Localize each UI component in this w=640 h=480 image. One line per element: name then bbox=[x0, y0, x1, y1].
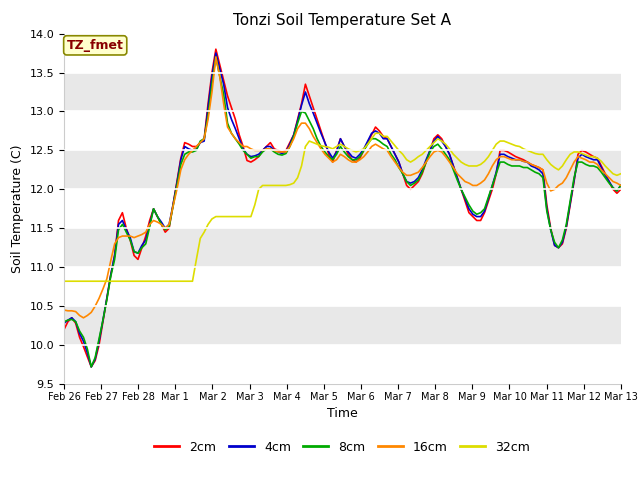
Text: TZ_fmet: TZ_fmet bbox=[67, 39, 124, 52]
16cm bbox=[212, 54, 220, 60]
Line: 8cm: 8cm bbox=[64, 57, 621, 367]
16cm bbox=[465, 180, 473, 186]
16cm bbox=[524, 159, 531, 165]
16cm bbox=[146, 221, 154, 227]
4cm bbox=[146, 221, 154, 227]
Bar bbox=[64, 111, 621, 150]
4cm bbox=[465, 206, 473, 212]
Line: 16cm: 16cm bbox=[64, 57, 621, 318]
16cm bbox=[617, 182, 625, 188]
32cm bbox=[461, 162, 469, 168]
2cm bbox=[146, 217, 154, 223]
Bar bbox=[64, 228, 621, 267]
8cm bbox=[617, 182, 625, 188]
32cm bbox=[60, 278, 68, 284]
2cm bbox=[60, 326, 68, 332]
32cm bbox=[512, 143, 520, 149]
32cm bbox=[99, 278, 107, 284]
Legend: 2cm, 4cm, 8cm, 16cm, 32cm: 2cm, 4cm, 8cm, 16cm, 32cm bbox=[150, 436, 535, 459]
8cm bbox=[465, 202, 473, 208]
32cm bbox=[142, 278, 150, 284]
Line: 2cm: 2cm bbox=[64, 49, 621, 367]
8cm bbox=[239, 147, 247, 153]
Line: 32cm: 32cm bbox=[64, 133, 621, 281]
8cm bbox=[524, 165, 531, 170]
Bar bbox=[64, 150, 621, 189]
16cm bbox=[79, 315, 87, 321]
8cm bbox=[516, 163, 524, 169]
32cm bbox=[232, 214, 239, 219]
2cm bbox=[617, 186, 625, 192]
X-axis label: Time: Time bbox=[327, 407, 358, 420]
4cm bbox=[239, 146, 247, 152]
4cm bbox=[88, 364, 95, 370]
8cm bbox=[60, 319, 68, 324]
2cm bbox=[465, 210, 473, 216]
32cm bbox=[617, 171, 625, 177]
Bar bbox=[64, 345, 621, 384]
Line: 4cm: 4cm bbox=[64, 53, 621, 367]
2cm bbox=[212, 46, 220, 52]
Bar bbox=[64, 34, 621, 72]
2cm bbox=[88, 364, 95, 370]
8cm bbox=[212, 54, 220, 60]
8cm bbox=[146, 224, 154, 229]
Bar bbox=[64, 72, 621, 111]
16cm bbox=[516, 157, 524, 163]
16cm bbox=[60, 307, 68, 313]
32cm bbox=[520, 146, 527, 152]
Y-axis label: Soil Temperature (C): Soil Temperature (C) bbox=[11, 144, 24, 273]
2cm bbox=[524, 159, 531, 165]
16cm bbox=[239, 144, 247, 149]
Bar bbox=[64, 189, 621, 228]
4cm bbox=[212, 50, 220, 56]
4cm bbox=[103, 296, 111, 301]
Bar bbox=[64, 267, 621, 306]
16cm bbox=[103, 276, 111, 282]
2cm bbox=[516, 156, 524, 161]
Title: Tonzi Soil Temperature Set A: Tonzi Soil Temperature Set A bbox=[234, 13, 451, 28]
4cm bbox=[617, 182, 625, 188]
4cm bbox=[516, 157, 524, 163]
4cm bbox=[60, 320, 68, 326]
8cm bbox=[88, 364, 95, 370]
2cm bbox=[103, 296, 111, 301]
32cm bbox=[372, 131, 380, 136]
4cm bbox=[524, 159, 531, 165]
Bar bbox=[64, 306, 621, 345]
2cm bbox=[239, 144, 247, 149]
8cm bbox=[103, 297, 111, 303]
